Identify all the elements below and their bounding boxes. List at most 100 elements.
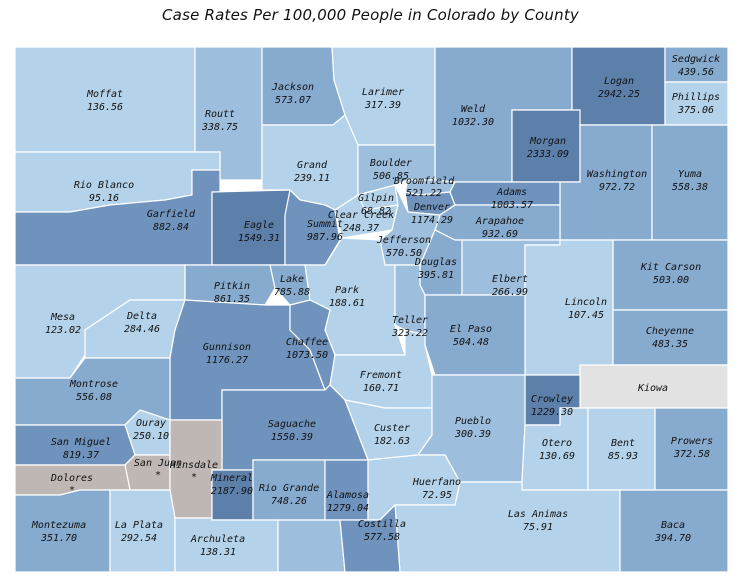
label-baca-name: Baca [661,520,685,531]
label-eagle-name: Eagle [244,220,274,231]
label-denver-value: 1174.29 [411,215,453,226]
label-arapahoe-value: 932.69 [482,229,518,240]
label-saguache-name: Saguache [268,419,316,430]
label-kit-carson-name: Kit Carson [640,262,701,273]
label-pitkin-value: 861.35 [214,294,250,305]
label-washington-name: Washington [587,169,647,180]
label-ouray-name: Ouray [136,418,166,429]
label-montezuma-name: Montezuma [31,520,86,531]
label-la-plata-name: La Plata [115,520,163,531]
county-montezuma[interactable] [14,489,111,573]
label-lincoln-value: 107.45 [568,310,604,321]
label-alamosa-value: 1279.04 [327,503,369,514]
label-dolores-value: * [69,485,75,496]
label-bent-value: 85.93 [608,451,638,462]
label-custer-name: Custer [374,423,410,434]
label-otero-value: 130.69 [539,451,575,462]
label-cheyenne-value: 483.35 [652,339,688,350]
label-sedgwick-value: 439.56 [678,67,714,78]
county-baca[interactable] [619,489,729,573]
county-conejos[interactable] [277,519,346,573]
label-hinsdale-value: * [191,472,197,483]
label-gilpin-name: Gilpin [358,193,394,204]
label-routt-value: 338.75 [201,122,238,133]
label-kiowa-name: Kiowa [637,383,668,394]
label-larimer-name: Larimer [362,87,404,98]
label-pitkin-name: Pitkin [214,281,250,292]
label-sedgwick-name: Sedgwick [672,54,720,65]
label-park-value: 188.61 [329,298,365,309]
label-archuleta-value: 138.31 [200,547,236,558]
label-rio-grande-value: 748.26 [271,496,307,507]
county-phillips[interactable] [664,81,729,126]
label-delta-value: 284.46 [124,324,160,335]
label-huerfano-name: Huerfano [412,477,461,488]
label-hinsdale-name: Hinsdale [169,460,218,471]
label-gunnison-value: 1176.27 [206,355,248,366]
label-fremont-value: 160.71 [363,383,399,394]
label-las-animas-name: Las Animas [508,509,568,520]
label-elbert-value: 266.99 [492,287,528,298]
label-park-name: Park [335,285,359,296]
label-bent-name: Bent [611,438,635,449]
label-pueblo-name: Pueblo [455,416,491,427]
label-washington-value: 972.72 [599,182,635,193]
label-crowley-name: Crowley [531,394,573,405]
label-costilla-name: Costilla [358,519,406,530]
label-chaffee-value: 1073.50 [286,350,328,361]
label-la-plata-value: 292.54 [121,533,157,544]
label-larimer-value: 317.39 [364,100,401,111]
label-eagle-value: 1549.31 [238,233,280,244]
label-yuma-value: 558.38 [672,182,708,193]
label-fremont-name: Fremont [360,370,402,381]
label-summit-value: 987.96 [307,232,343,243]
label-ouray-value: 250.10 [133,431,169,442]
county-la-plata[interactable] [109,489,176,573]
label-clear-creek-value: 248.37 [343,223,379,234]
label-boulder-name: Boulder [370,158,412,169]
label-archuleta-name: Archuleta [190,534,245,545]
label-prowers-value: 372.58 [673,449,710,460]
label-adams-name: Adams [496,187,527,198]
label-saguache-value: 1550.39 [271,432,313,443]
label-garfield-name: Garfield [147,209,196,220]
label-weld-name: Weld [461,104,486,115]
label-crowley-value: 1229.30 [531,407,573,418]
label-mesa-name: Mesa [50,312,75,323]
label-logan-value: 2942.25 [598,89,640,100]
label-broomfield-value: 521.22 [406,188,442,199]
county-el-paso[interactable] [424,294,526,376]
label-lake-value: 785.88 [274,287,310,298]
label-pueblo-value: 300.39 [454,429,491,440]
label-rio-blanco-name: Rio Blanco [74,180,134,191]
label-phillips-value: 375.06 [677,105,714,116]
county-pitkin[interactable] [184,264,276,306]
label-san-miguel-name: San Miguel [51,437,111,448]
county-summit[interactable] [284,188,341,266]
label-gilpin-value: 68.82 [361,206,391,217]
label-mineral-value: 2187.90 [211,486,253,497]
label-dolores-name: Dolores [50,473,93,484]
county-lake[interactable] [269,264,311,306]
label-baca-value: 394.70 [654,533,691,544]
county-cheyenne[interactable] [612,309,729,366]
label-morgan-value: 2333.09 [527,149,569,160]
label-el-paso-name: El Paso [450,324,492,335]
county-archuleta[interactable] [174,517,279,573]
label-jackson-value: 573.07 [275,95,311,106]
county-bent[interactable] [587,407,656,491]
label-moffat-name: Moffat [86,89,123,100]
label-montezuma-value: 351.70 [40,533,77,544]
label-cheyenne-name: Cheyenne [646,326,694,337]
label-garfield-value: 882.84 [153,222,189,233]
county-costilla[interactable] [339,503,401,573]
label-costilla-value: 577.58 [364,532,400,543]
label-denver-name: Denver [413,202,450,213]
map-title: Case Rates Per 100,000 People in Colorad… [162,6,579,24]
label-las-animas-value: 75.91 [523,522,553,533]
label-weld-value: 1032.30 [452,117,494,128]
label-custer-value: 182.63 [374,436,410,447]
label-routt-name: Routt [205,109,235,120]
label-moffat-value: 136.56 [87,102,123,113]
